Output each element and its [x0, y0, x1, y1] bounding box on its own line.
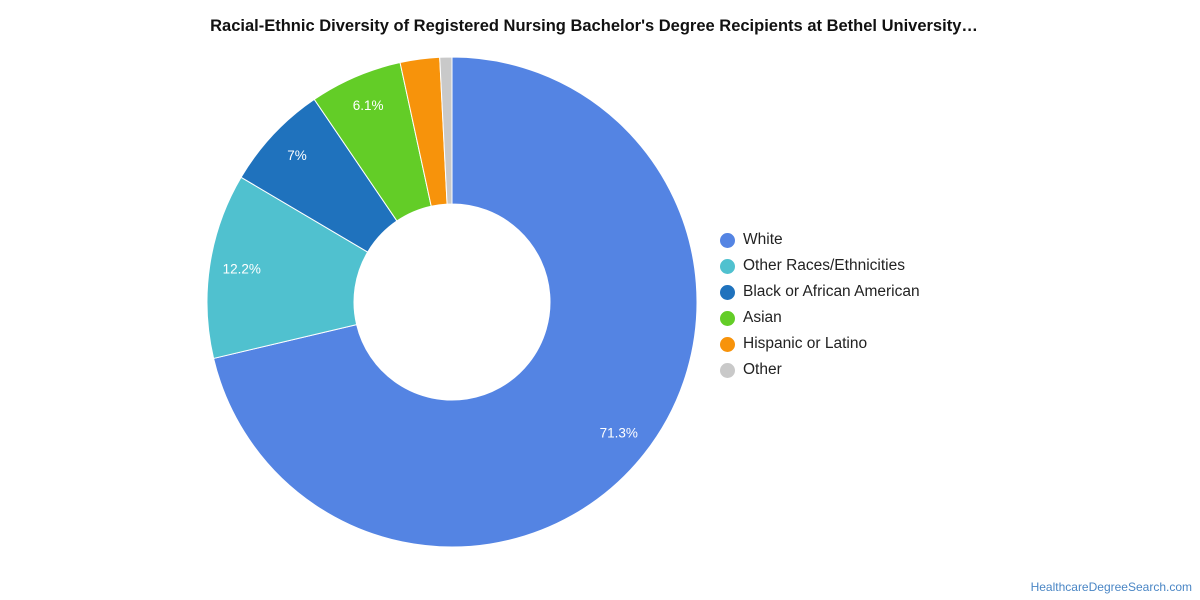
legend-label: Other [743, 361, 782, 378]
slice-white[interactable] [212, 56, 698, 548]
legend-item-asian[interactable]: Asian [720, 305, 920, 331]
legend-swatch-icon [720, 336, 735, 352]
legend-label: White [743, 231, 783, 248]
legend-label: Black or African American [743, 283, 920, 300]
legend-label: Hispanic or Latino [743, 335, 868, 352]
chart-title: Racial-Ethnic Diversity of Registered Nu… [210, 17, 978, 35]
legend-swatch-icon [720, 284, 735, 300]
slice-other-races-ethnicities[interactable] [206, 176, 369, 360]
slice-label-asian: 6.1% [353, 98, 384, 113]
legend-label: Asian [743, 309, 782, 326]
slice-labels-group: 71.3% 12.2% 7% 6.1% [223, 98, 638, 440]
legend-swatch-icon [720, 310, 735, 326]
legend-swatch-icon [720, 258, 735, 274]
legend-swatch-icon [720, 232, 735, 248]
legend-swatch-icon [720, 362, 735, 378]
slices-group [206, 56, 698, 548]
legend-label: Other Races/Ethnicities [743, 257, 905, 274]
legend-item-black-or-african-american[interactable]: Black or African American [720, 279, 920, 305]
legend-item-other-races-ethnicities[interactable]: Other Races/Ethnicities [720, 253, 920, 279]
slice-other[interactable] [439, 56, 453, 205]
slice-label-white: 71.3% [600, 425, 638, 440]
source-link[interactable]: HealthcareDegreeSearch.com [1030, 580, 1192, 594]
legend: White Other Races/Ethnicities Black or Afr… [720, 227, 920, 383]
legend-item-other[interactable]: Other [720, 357, 920, 383]
slice-label-black-or-african-american: 7% [287, 148, 307, 163]
slice-label-other-races-ethnicities: 12.2% [223, 262, 261, 277]
legend-item-white[interactable]: White [720, 227, 920, 253]
legend-item-hispanic-or-latino[interactable]: Hispanic or Latino [720, 331, 920, 357]
